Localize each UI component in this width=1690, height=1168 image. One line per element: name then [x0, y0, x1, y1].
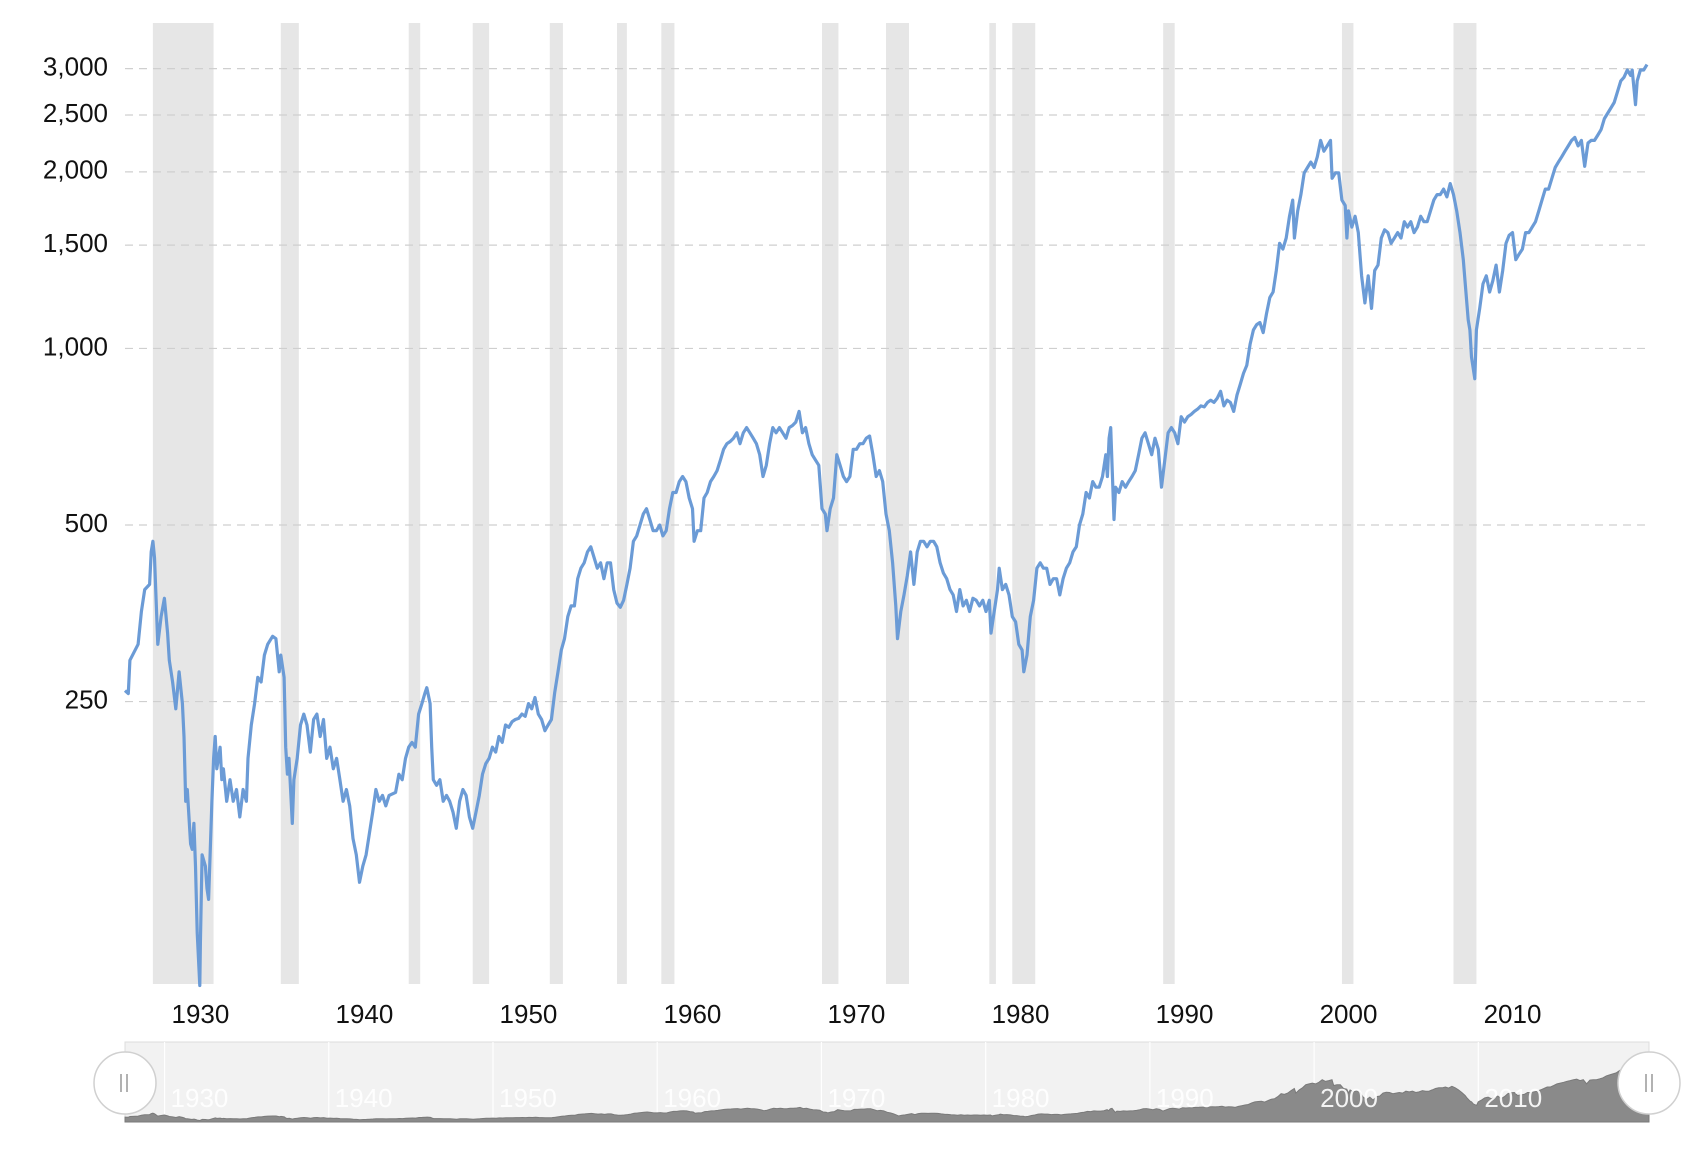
y-tick-label: 1,000: [43, 331, 108, 361]
navigator-label: 1970: [827, 1083, 885, 1113]
x-tick-label: 1990: [1156, 999, 1214, 1029]
price-line: [123, 63, 1649, 988]
axes: 250 500 1,000 1,500 2,000 2,500 3,000 1930 1940 1…: [43, 51, 1542, 1028]
recession-bands: [152, 23, 1477, 984]
handle[interactable]: [93, 1051, 157, 1115]
right-handle[interactable]: [1617, 1051, 1681, 1115]
recession-band: [617, 23, 627, 984]
navigator-label: 2010: [1484, 1083, 1542, 1113]
recession-band: [1453, 23, 1477, 984]
navigator-label: 1980: [992, 1083, 1050, 1113]
recession-band: [408, 23, 421, 984]
x-tick-label: 1970: [828, 999, 886, 1029]
recession-band: [280, 23, 299, 984]
x-tick-label: 2010: [1484, 999, 1542, 1029]
handle[interactable]: [1617, 1051, 1681, 1115]
x-tick-label: 1950: [500, 999, 558, 1029]
recession-band: [549, 23, 563, 984]
recession-band: [661, 23, 675, 984]
x-tick-label: 1940: [336, 999, 394, 1029]
navigator-handles: [93, 1051, 1681, 1115]
navigator-area: [124, 1064, 1650, 1123]
y-tick-label: 500: [65, 508, 108, 538]
grid: [125, 67, 1647, 703]
x-tick-label: 1960: [664, 999, 722, 1029]
recession-band: [472, 23, 490, 984]
plot: [123, 63, 1649, 988]
y-tick-label: 2,500: [43, 98, 108, 128]
left-handle[interactable]: [93, 1051, 157, 1115]
recession-band: [1341, 23, 1354, 984]
recession-band: [1163, 23, 1175, 984]
x-tick-label: 2000: [1320, 999, 1378, 1029]
navigator-label: 2000: [1320, 1083, 1378, 1113]
recession-band: [989, 23, 996, 984]
navigator: 1930 1940 1950 1960 1970 1980 1990 2000 2010: [124, 1041, 1650, 1123]
x-tick-label: 1930: [172, 999, 230, 1029]
recession-band: [886, 23, 909, 984]
y-tick-label: 250: [65, 684, 108, 714]
navigator-label: 1990: [1156, 1083, 1214, 1113]
y-tick-label: 1,500: [43, 228, 108, 258]
navigator-label: 1950: [499, 1083, 557, 1113]
y-tick-label: 3,000: [43, 51, 108, 81]
navigator-label: 1960: [663, 1083, 721, 1113]
navigator-label: 1930: [171, 1083, 229, 1113]
recession-band: [1012, 23, 1036, 984]
x-tick-label: 1980: [992, 999, 1050, 1029]
y-tick-label: 2,000: [43, 155, 108, 185]
recession-band: [152, 23, 214, 984]
navigator-label: 1940: [335, 1083, 393, 1113]
